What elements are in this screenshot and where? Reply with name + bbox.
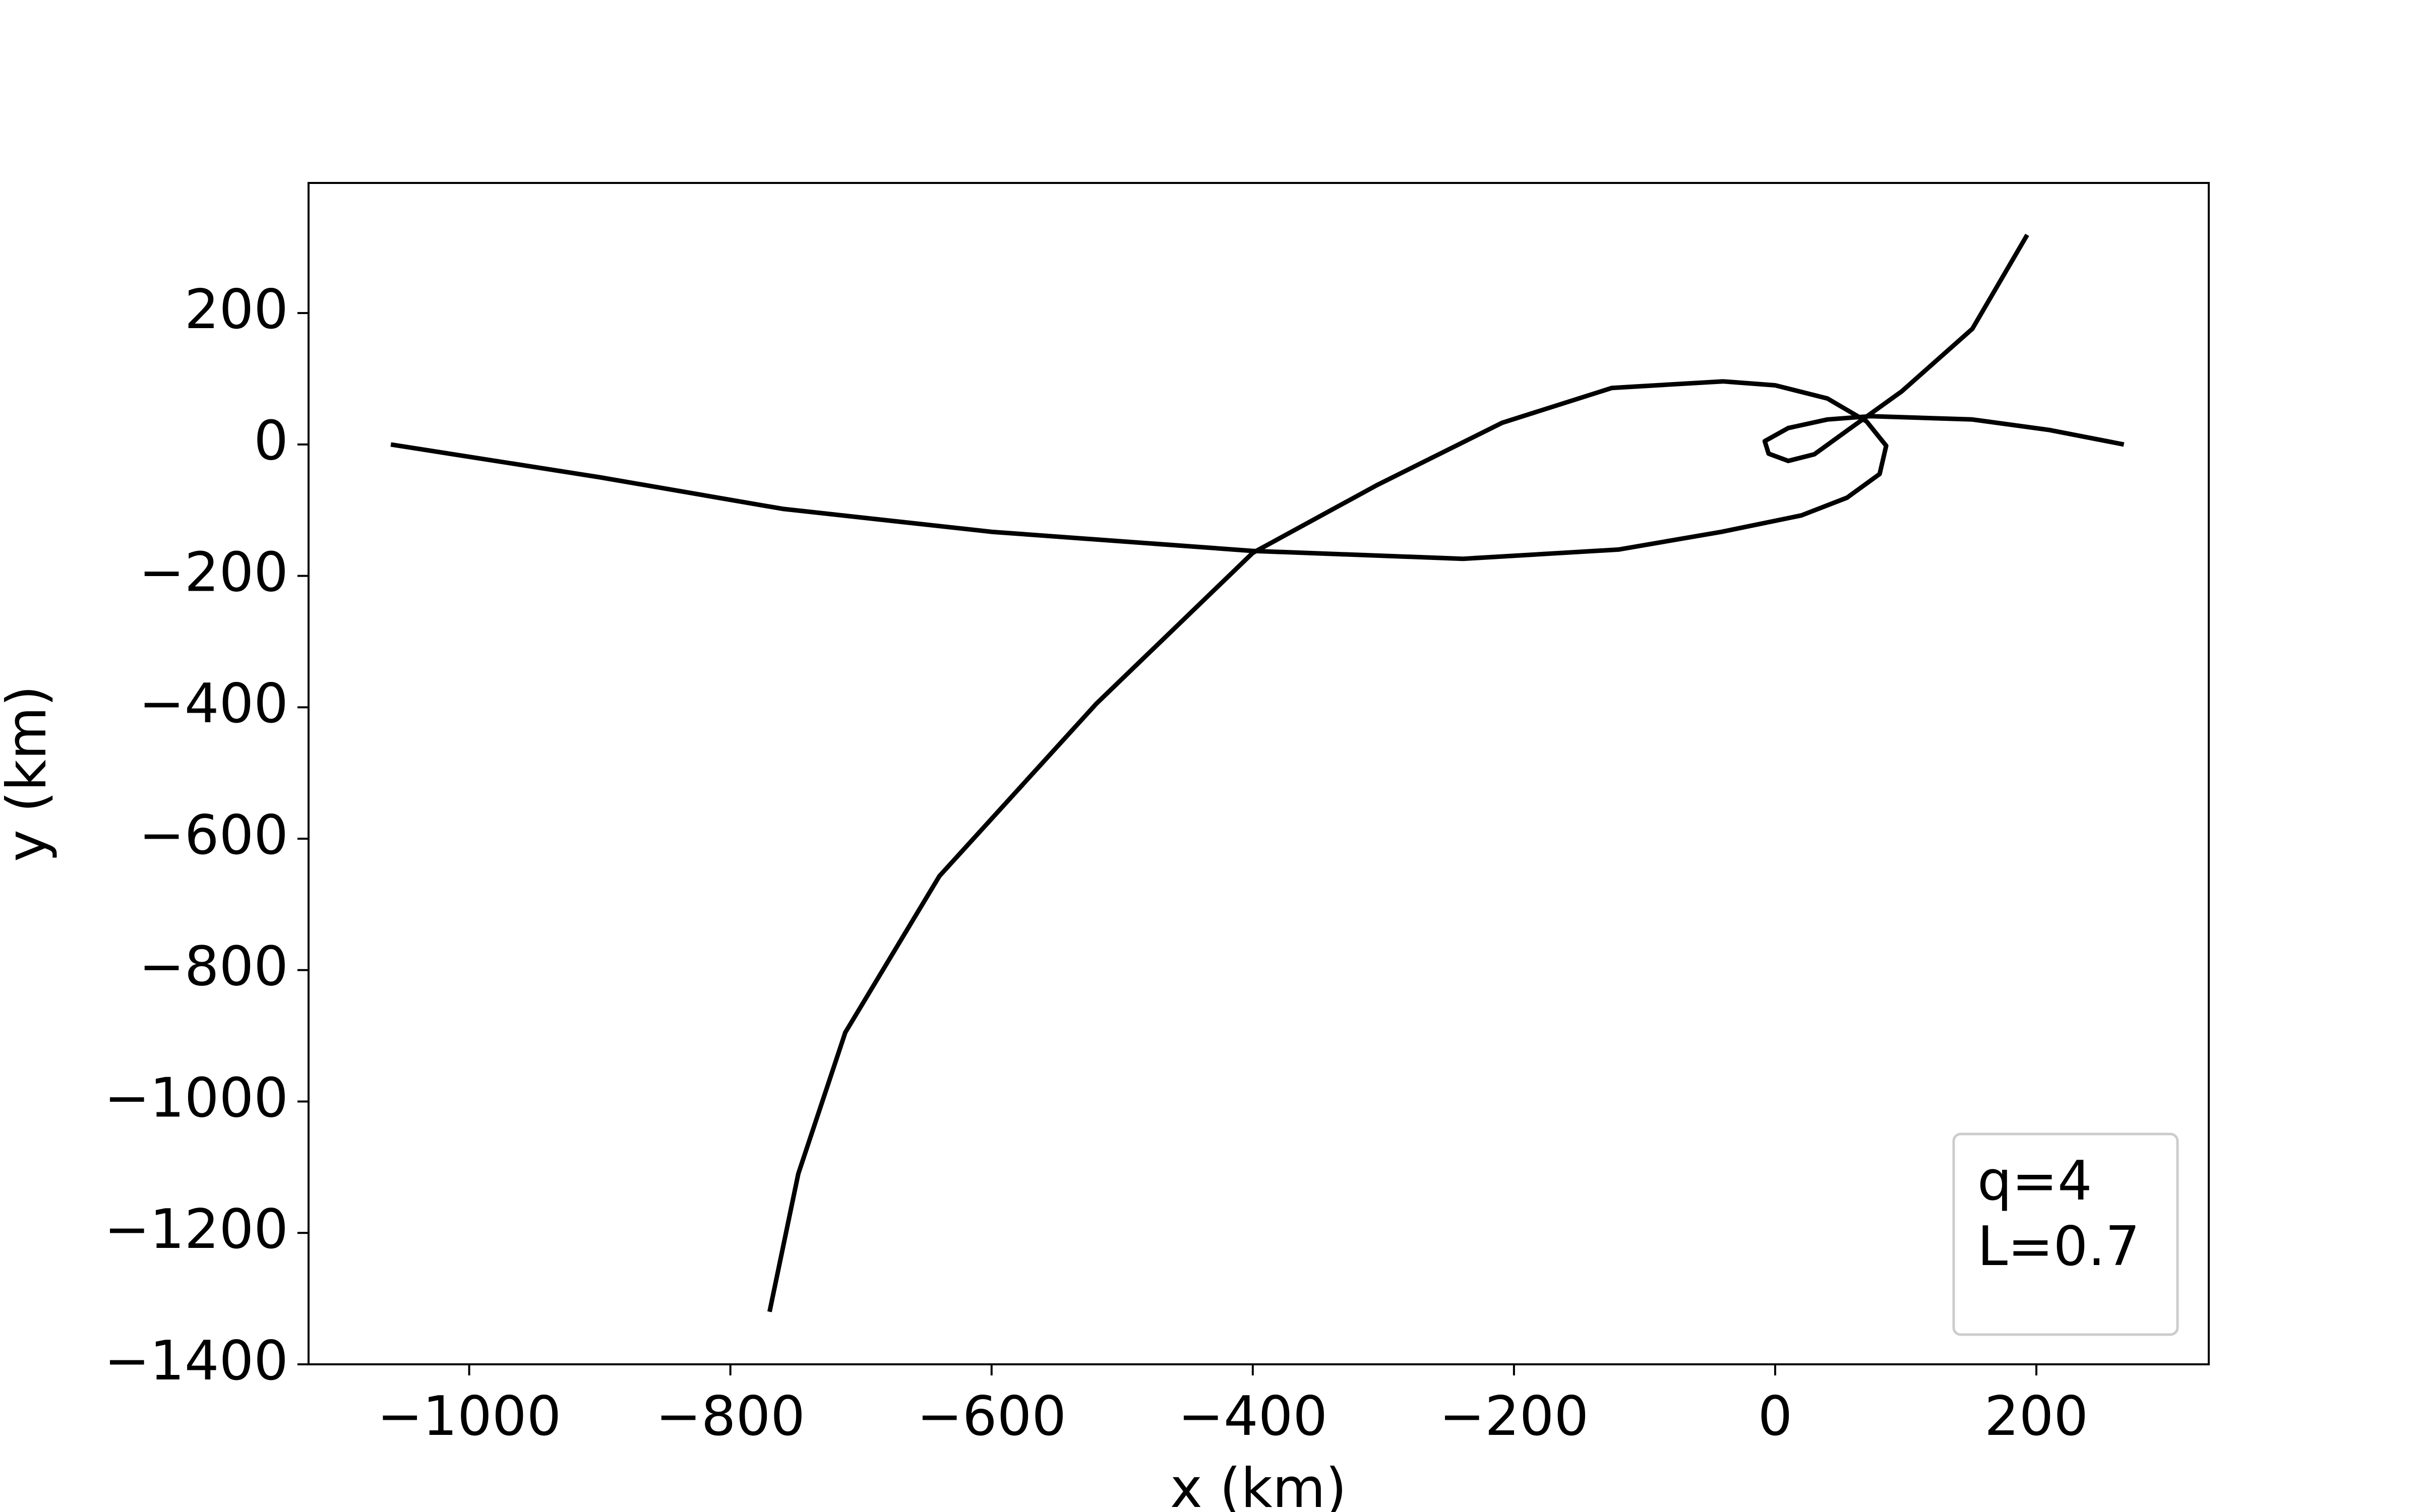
x-tick-label: −800	[655, 1385, 805, 1448]
y-tick-label: 200	[185, 278, 288, 341]
trajectory-line	[390, 379, 1889, 1312]
plot-frame	[308, 182, 2210, 1365]
trajectory-line	[1762, 233, 2125, 463]
y-tick-label: −200	[139, 541, 288, 604]
y-tick-label: −1400	[104, 1330, 288, 1393]
annotation-box	[1952, 1132, 2179, 1336]
x-tick-label: −400	[1178, 1385, 1328, 1448]
annotation-text: L=0.7	[1977, 1215, 2140, 1278]
y-tick-label: −1000	[104, 1066, 288, 1129]
x-tick-label: −200	[1439, 1385, 1589, 1448]
x-tick-label: 200	[1984, 1385, 2088, 1448]
annotation-text: q=4	[1977, 1150, 2092, 1213]
y-tick-label: −1200	[104, 1198, 288, 1261]
y-tick-label: −600	[139, 804, 288, 867]
y-tick-label: −400	[139, 672, 288, 735]
x-axis-label: x (km)	[1170, 1457, 1347, 1512]
y-axis-label: y (km)	[0, 685, 58, 862]
y-tick-label: 0	[254, 410, 288, 473]
x-tick-label: −1000	[377, 1385, 561, 1448]
y-tick-label: −800	[139, 935, 288, 998]
x-tick-label: −600	[917, 1385, 1066, 1448]
x-tick-label: 0	[1758, 1385, 1793, 1448]
